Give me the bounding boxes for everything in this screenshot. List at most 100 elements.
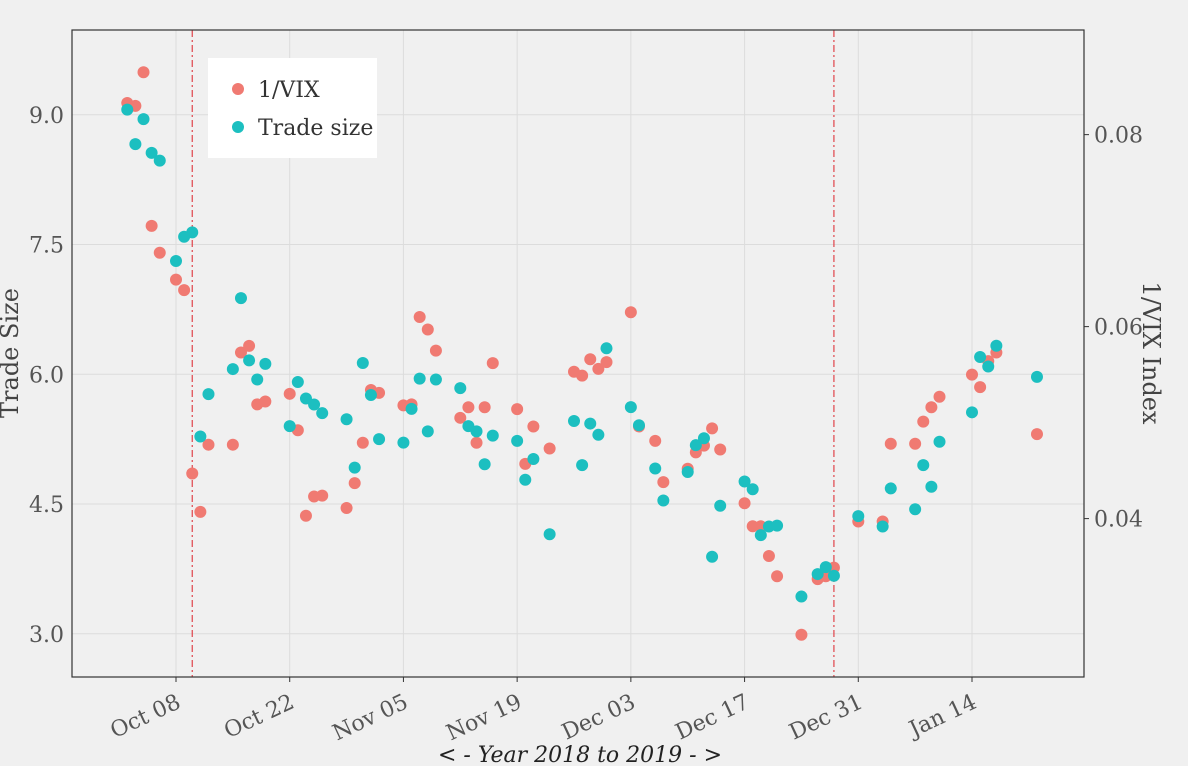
vix-point	[299, 509, 312, 522]
trade-size-point	[738, 475, 751, 488]
trade-size-point	[746, 483, 759, 496]
trade-size-point	[624, 401, 637, 414]
trade-size-point	[129, 138, 142, 151]
vix-point	[194, 505, 207, 518]
trade-size-point	[632, 419, 645, 432]
trade-size-point	[925, 480, 938, 493]
y-tick-label: 7.5	[29, 234, 64, 259]
vix-point	[259, 395, 272, 408]
trade-size-point	[397, 436, 410, 449]
vix-point	[413, 311, 426, 324]
vix-point	[600, 356, 613, 369]
trade-size-point	[153, 154, 166, 167]
vix-point	[226, 438, 239, 451]
trade-size-point	[259, 357, 272, 370]
trade-size-point	[186, 226, 199, 239]
trade-size-point	[170, 254, 182, 267]
vix-point	[478, 401, 491, 414]
vix-point	[592, 362, 605, 375]
trade-size-point	[348, 461, 361, 474]
vix-point	[909, 437, 922, 450]
vix-point	[178, 284, 191, 297]
vix-point	[762, 550, 775, 563]
vix-point	[624, 306, 637, 319]
trade-size-point	[966, 406, 978, 419]
x-tick-label: Oct 22	[220, 690, 298, 744]
vix-point	[356, 436, 369, 449]
data-points	[121, 66, 1043, 641]
trade-size-point	[283, 420, 296, 433]
trade-size-point	[706, 550, 719, 563]
trade-size-point	[291, 376, 304, 389]
trade-size-point	[697, 432, 710, 445]
vix-point	[316, 489, 329, 502]
vix-point	[454, 411, 467, 424]
vix-point	[527, 420, 540, 433]
trade-size-point	[771, 519, 784, 532]
trade-size-point	[478, 458, 491, 471]
y-tick-label: 4.5	[29, 493, 64, 518]
trade-size-point	[592, 428, 605, 441]
vix-point	[234, 346, 247, 359]
vix-point	[283, 387, 296, 400]
legend-marker-vix	[232, 83, 244, 95]
trade-size-point	[356, 357, 369, 370]
vix-point	[243, 339, 256, 352]
vix-point	[543, 442, 556, 455]
trade-size-point	[373, 433, 386, 446]
trade-size-point	[137, 113, 150, 126]
vix-point	[1030, 428, 1043, 441]
trade-size-point	[121, 103, 134, 116]
trade-size-point	[243, 354, 256, 367]
y2-tick-label: 0.04	[1094, 508, 1143, 533]
vix-point	[657, 476, 670, 489]
trade-size-point	[852, 510, 865, 523]
vix-point	[348, 477, 361, 490]
legend-label-vix: 1/VIX	[258, 78, 320, 103]
vix-point	[738, 497, 751, 510]
vix-point	[706, 422, 719, 435]
trade-size-point	[519, 473, 532, 486]
right-axis-ticks: 0.04 0.06 0.08	[1084, 124, 1143, 533]
plot-border	[71, 29, 1085, 678]
vix-point	[966, 368, 978, 381]
trade-size-point	[234, 292, 247, 305]
vix-point	[486, 357, 499, 370]
trade-size-point	[470, 425, 483, 438]
reference-lines	[191, 30, 835, 677]
x-tick-label: Oct 08	[107, 690, 185, 744]
trade-size-point	[413, 372, 426, 385]
trade-size-point	[827, 569, 840, 582]
y2-tick-label: 0.06	[1094, 316, 1143, 341]
y2-axis-title: 1/VIX Index	[1137, 282, 1165, 425]
x-axis-ticks: Oct 08 Oct 22 Nov 05 Nov 19 Dec 03 Dec 17 Dec …	[107, 677, 981, 746]
trade-size-point	[714, 499, 727, 512]
trade-size-point	[454, 382, 467, 395]
trade-size-point	[340, 413, 353, 426]
vix-point	[771, 570, 784, 583]
vix-point	[917, 415, 930, 428]
x-axis-title: < - Year 2018 to 2019 - >	[438, 743, 722, 766]
trade-size-point	[226, 363, 239, 376]
y2-tick-label: 0.08	[1094, 124, 1143, 149]
vix-point	[795, 628, 808, 641]
vix-point	[649, 434, 662, 447]
vix-point	[170, 273, 182, 286]
trade-size-point	[194, 430, 207, 443]
x-tick-label: Dec 31	[786, 690, 867, 746]
vix-point	[462, 401, 475, 414]
vix-point	[714, 443, 727, 456]
trade-size-point	[584, 417, 597, 430]
trade-size-point	[145, 146, 158, 159]
left-axis-ticks: 3.0 4.5 6.0 7.5 9.0	[29, 104, 64, 648]
trade-size-point	[990, 339, 1003, 352]
vix-point	[145, 219, 158, 232]
trade-size-point	[202, 388, 215, 401]
vix-point	[974, 381, 987, 394]
x-tick-label: Nov 05	[329, 690, 412, 746]
trade-size-point	[657, 494, 670, 507]
trade-size-point	[316, 407, 329, 420]
trade-size-point	[421, 425, 434, 438]
vix-point	[576, 369, 589, 382]
